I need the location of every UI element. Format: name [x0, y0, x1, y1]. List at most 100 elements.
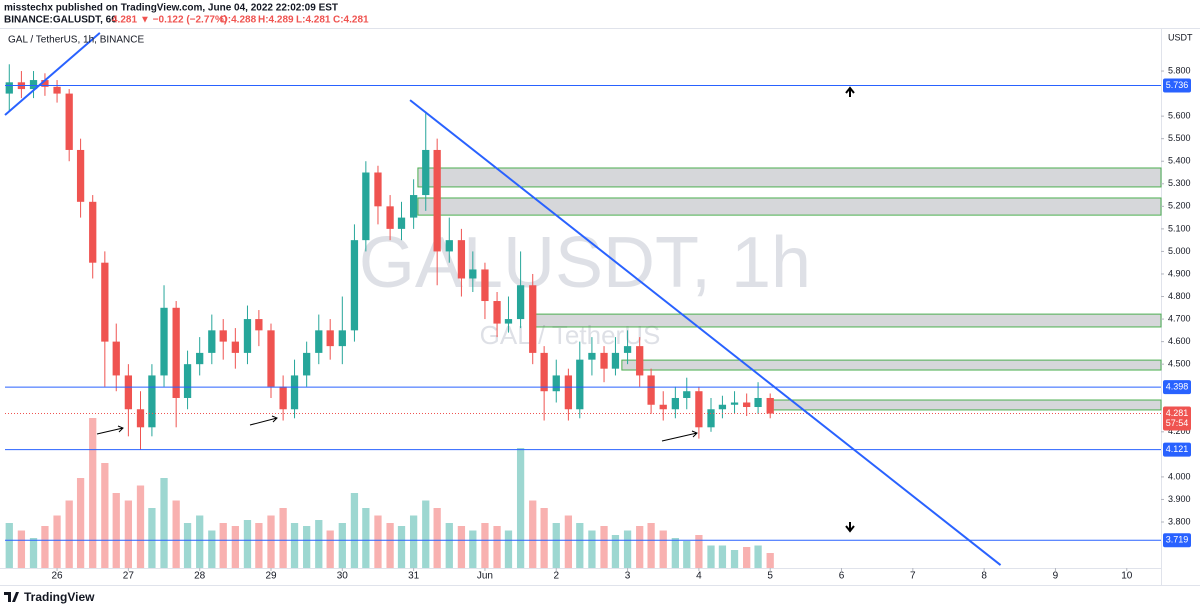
axis-unit: USDT	[1168, 32, 1193, 42]
candle-body	[326, 330, 334, 347]
volume-bar	[647, 523, 655, 568]
volume-bar	[754, 545, 762, 568]
x-tick-label: 26	[51, 571, 63, 582]
candle-body	[422, 149, 430, 196]
candle-body	[255, 319, 263, 331]
x-tick-label: 8	[981, 571, 987, 582]
zone	[769, 399, 1162, 411]
volume-bar	[303, 526, 311, 568]
countdown: 57:54	[1166, 418, 1189, 428]
last-price-tag	[1163, 406, 1191, 431]
x-tick-label: 31	[408, 571, 420, 582]
volume-bar	[695, 535, 703, 568]
watermark-sub: GAL / TetherUS	[480, 320, 661, 350]
up-arrow	[845, 86, 855, 97]
level-label: 4.398	[1166, 382, 1189, 392]
candle-body	[409, 195, 418, 218]
header-symbol: BINANCE:GALUSDT, 60	[4, 15, 117, 26]
candle-body	[315, 330, 323, 353]
candle-body	[183, 364, 192, 398]
candle-body	[303, 352, 311, 376]
candle-body	[636, 346, 644, 376]
x-tick-label: 4	[696, 571, 702, 582]
volume-bar	[766, 553, 774, 568]
candle-body	[600, 352, 608, 369]
volume-bar	[671, 538, 679, 568]
y-tick-label: 4.500	[1168, 359, 1191, 369]
x-tick-label: 3	[625, 571, 631, 582]
y-tick-label: 5.100	[1168, 223, 1191, 233]
candle-body	[493, 301, 501, 324]
annotation-arrows	[96, 86, 855, 533]
x-tick-label: Jun	[477, 571, 493, 582]
volume-bar	[564, 515, 573, 568]
volume-bar	[588, 530, 596, 568]
volume-bar	[279, 508, 287, 568]
candle-body	[504, 319, 513, 324]
candle-body	[588, 352, 596, 360]
candle-body	[124, 375, 133, 410]
volume-bar	[386, 523, 394, 568]
header-change: ▼ −0.122 (−2.77%)	[140, 15, 227, 26]
pointer-arrow	[661, 430, 698, 442]
volume-bar	[101, 463, 109, 568]
plot: GALUSDT, 1h GAL / TetherUS	[4, 32, 1164, 571]
candle-body	[350, 240, 359, 331]
volume-bar	[76, 478, 85, 568]
y-tick-label: 5.800	[1168, 65, 1191, 75]
volume-bar	[469, 530, 477, 568]
candle-body	[754, 397, 762, 408]
y-tick-label: 4.900	[1168, 268, 1191, 278]
volume-bar	[41, 526, 49, 568]
level-tag	[1163, 442, 1191, 457]
zone	[417, 167, 1162, 188]
candle-body	[65, 93, 73, 150]
candle-body	[374, 172, 382, 207]
candle-body	[219, 330, 227, 342]
volume-bar	[183, 523, 192, 568]
down-arrow	[845, 522, 855, 533]
level-tag	[1163, 78, 1191, 93]
candle-body	[516, 285, 525, 320]
footer-logo: TradingView	[4, 590, 95, 604]
candle-body	[5, 82, 13, 94]
pointer-arrow	[249, 415, 278, 426]
y-tick-label: 3.900	[1168, 494, 1191, 504]
candle-body	[267, 330, 275, 387]
header-open: O:4.288	[220, 15, 257, 26]
candle-body	[445, 240, 453, 252]
volume-bar	[53, 515, 61, 568]
watermark: GALUSDT, 1h	[359, 223, 811, 303]
trendline	[409, 99, 1002, 566]
zone	[417, 197, 1162, 216]
volume-bar	[540, 508, 548, 568]
x-tick-label: 6	[839, 571, 845, 582]
volume-bar	[243, 520, 252, 568]
candle-body	[89, 201, 97, 263]
candle-body	[112, 341, 120, 376]
volume-bar	[267, 515, 275, 568]
last-price-label: 4.281	[1166, 408, 1189, 418]
candle-body	[683, 391, 691, 398]
y-tick-label: 4.600	[1168, 336, 1191, 346]
candle-body	[243, 319, 252, 353]
volume-bar	[231, 526, 239, 568]
x-tick-label: 2	[553, 571, 559, 582]
y-tick-label: 5.400	[1168, 156, 1191, 166]
volume-bar	[659, 530, 667, 568]
candle-body	[564, 375, 573, 410]
candle-body	[397, 217, 406, 229]
level-label: 4.121	[1166, 444, 1189, 454]
y-tick-label: 4.000	[1168, 471, 1191, 481]
candle-body	[196, 352, 204, 365]
publisher-line: misstechx published on TradingView.com, …	[4, 3, 338, 14]
level-label: 5.736	[1166, 80, 1189, 90]
candle-body	[576, 359, 584, 410]
candle-body	[338, 330, 346, 347]
volume-bar	[445, 523, 453, 568]
candle-body	[457, 240, 466, 279]
volume-bar	[5, 523, 13, 568]
volume-bar	[17, 530, 26, 568]
